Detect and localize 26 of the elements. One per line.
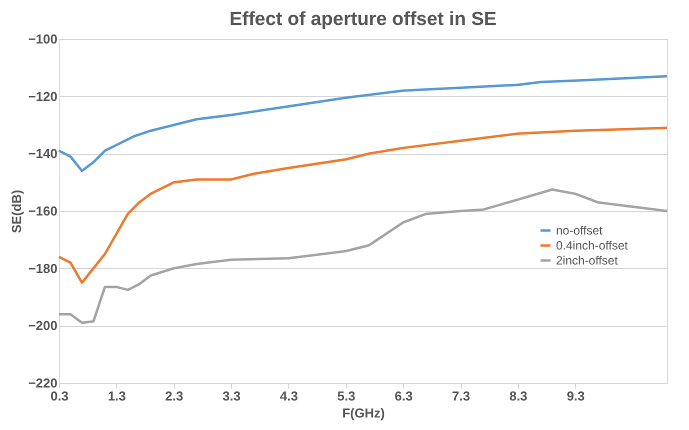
- x-tick-label: 0.3: [50, 388, 69, 404]
- y-tick-label: −140: [28, 146, 58, 162]
- line-series: [58, 75, 668, 172]
- line-series: [58, 188, 668, 324]
- chart-title: Effect of aperture offset in SE: [229, 9, 497, 30]
- line-series: [58, 126, 668, 284]
- y-tick-label: −180: [28, 260, 58, 276]
- y-tick-label: −200: [28, 318, 58, 334]
- y-tick-label: −120: [28, 88, 58, 104]
- x-tick-label: 1.3: [108, 388, 126, 404]
- x-tick-label: 3.3: [222, 388, 241, 404]
- x-tick-label: 2.3: [165, 388, 184, 404]
- legend-label: no-offset: [556, 224, 604, 238]
- y-axis-title: SE(dB): [9, 190, 24, 234]
- x-axis-title: F(GHz): [342, 406, 385, 420]
- x-tick-label: 6.3: [394, 388, 413, 404]
- x-tick-label: 5.3: [337, 388, 356, 404]
- y-tick-label: −220: [28, 376, 58, 390]
- x-tick-label: 9.3: [566, 388, 585, 404]
- x-tick-label: 7.3: [452, 388, 470, 404]
- y-tick-label: −160: [28, 204, 58, 218]
- x-tick-label: 4.3: [280, 388, 298, 404]
- legend-label: 0.4inch-offset: [556, 238, 628, 252]
- legend-label: 2inch-offset: [556, 254, 618, 268]
- x-tick-label: 8.3: [509, 388, 528, 404]
- y-tick-label: −100: [28, 32, 58, 46]
